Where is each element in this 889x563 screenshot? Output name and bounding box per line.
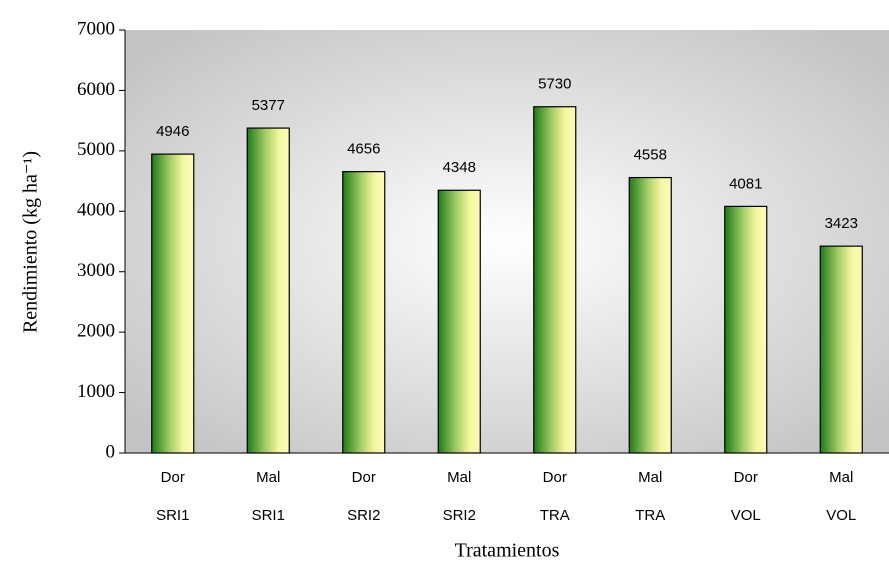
x-tick-label: Dor <box>352 469 376 486</box>
x-tick-label: SRI2 <box>443 507 476 524</box>
y-tick-label: 0 <box>106 441 116 462</box>
y-tick-label: 4000 <box>77 200 115 221</box>
x-tick-label: SRI1 <box>252 507 285 524</box>
bar <box>151 153 195 454</box>
bar <box>533 106 577 454</box>
data-label: 4946 <box>156 123 189 140</box>
x-tick-label: Dor <box>161 469 185 486</box>
y-tick-label: 1000 <box>77 381 115 402</box>
x-axis-title: Tratamientos <box>455 540 560 562</box>
data-label: 4558 <box>634 147 667 164</box>
x-tick-label: TRA <box>540 507 570 524</box>
plot-area <box>125 30 889 453</box>
bar <box>628 176 672 454</box>
x-tick-label: SRI1 <box>156 507 189 524</box>
x-tick-label: Mal <box>256 469 280 486</box>
bar <box>819 245 863 454</box>
x-tick-label: Mal <box>447 469 471 486</box>
bar <box>437 189 481 454</box>
x-tick-label: Dor <box>543 469 567 486</box>
y-tick-label: 2000 <box>77 321 115 342</box>
y-axis-title: Rendimiento (kg ha⁻¹) <box>20 151 42 333</box>
data-label: 4081 <box>729 175 762 192</box>
y-tick-label: 7000 <box>77 18 115 39</box>
y-tick-label: 6000 <box>77 79 115 100</box>
x-tick-label: TRA <box>635 507 665 524</box>
x-tick-label: VOL <box>731 507 761 524</box>
data-label: 4656 <box>347 141 380 158</box>
bar <box>724 205 768 454</box>
x-tick-label: VOL <box>826 507 856 524</box>
x-tick-label: Dor <box>734 469 758 486</box>
data-label: 4348 <box>443 159 476 176</box>
x-tick-label: Mal <box>638 469 662 486</box>
data-label: 5377 <box>252 97 285 114</box>
y-tick-label: 5000 <box>77 139 115 160</box>
x-tick-label: SRI2 <box>347 507 380 524</box>
bar <box>342 171 386 454</box>
data-label: 3423 <box>825 215 858 232</box>
y-tick-label: 3000 <box>77 260 115 281</box>
data-label: 5730 <box>538 76 571 93</box>
bar <box>246 127 290 454</box>
x-tick-label: Mal <box>829 469 853 486</box>
